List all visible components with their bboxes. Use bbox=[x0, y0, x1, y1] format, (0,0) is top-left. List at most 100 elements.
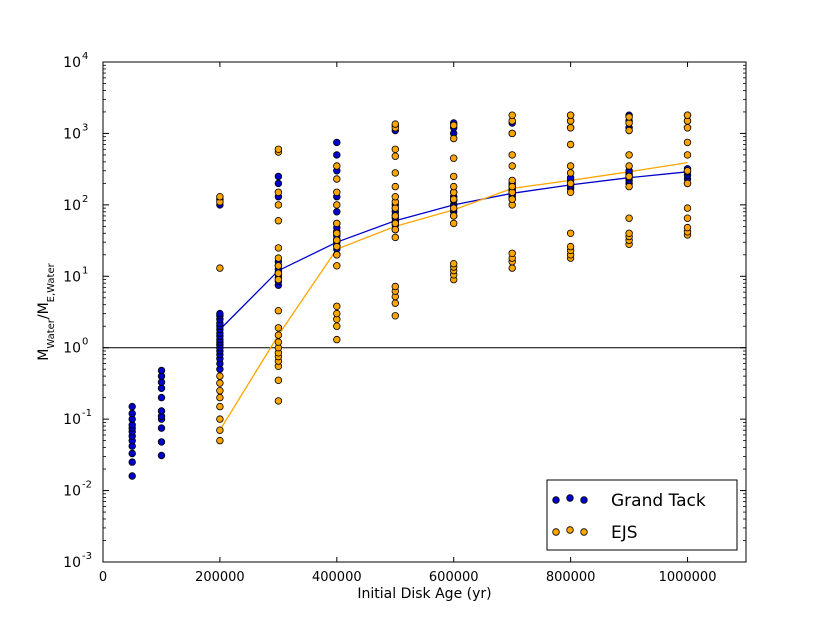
data-point bbox=[683, 124, 692, 132]
legend-marker bbox=[552, 528, 560, 536]
data-point bbox=[625, 172, 633, 181]
data-point bbox=[333, 262, 341, 270]
data-point bbox=[508, 195, 516, 203]
plot-area bbox=[103, 111, 746, 480]
data-point bbox=[625, 151, 633, 159]
data-point bbox=[333, 219, 341, 228]
data-point bbox=[566, 140, 575, 149]
y-tick-label: 10 bbox=[63, 341, 81, 357]
data-point bbox=[216, 436, 224, 445]
data-point bbox=[625, 182, 633, 191]
data-point bbox=[157, 393, 166, 402]
data-point bbox=[157, 438, 166, 446]
data-points bbox=[128, 111, 692, 480]
data-point bbox=[508, 182, 516, 191]
x-tick-label: 200000 bbox=[195, 570, 245, 585]
data-point bbox=[333, 335, 341, 344]
legend-box bbox=[546, 479, 738, 551]
data-point bbox=[333, 175, 341, 183]
data-point bbox=[274, 244, 283, 252]
data-point bbox=[333, 322, 341, 330]
data-point bbox=[625, 162, 633, 170]
data-point bbox=[333, 138, 341, 147]
data-point bbox=[450, 121, 458, 129]
x-axis-label: Initial Disk Age (yr) bbox=[357, 586, 491, 602]
y-tick-exponent: 2 bbox=[82, 194, 88, 205]
data-point bbox=[216, 402, 224, 411]
data-point bbox=[683, 214, 692, 222]
data-point bbox=[216, 372, 224, 380]
y-tick-exponent: 3 bbox=[82, 122, 88, 133]
series-points-ejs bbox=[216, 111, 692, 445]
data-point bbox=[216, 379, 224, 387]
y-tick-label: 10 bbox=[63, 126, 81, 142]
data-point bbox=[274, 275, 283, 284]
data-point bbox=[274, 216, 283, 225]
data-point bbox=[274, 324, 283, 332]
data-point bbox=[333, 302, 341, 310]
data-point bbox=[508, 249, 516, 257]
data-point bbox=[274, 262, 283, 270]
plot-frame bbox=[102, 61, 747, 563]
data-point bbox=[391, 169, 399, 177]
legend-label: EJS bbox=[611, 523, 638, 543]
data-point bbox=[508, 151, 516, 159]
data-point bbox=[391, 219, 399, 228]
data-point bbox=[450, 219, 458, 228]
data-point bbox=[333, 201, 341, 209]
data-point bbox=[128, 409, 136, 418]
data-point bbox=[333, 162, 341, 170]
y-tick-exponent: 1 bbox=[82, 265, 88, 276]
y-axis-label-main: M bbox=[36, 349, 52, 361]
data-point bbox=[450, 195, 458, 203]
y-tick-label: 10 bbox=[63, 55, 81, 71]
data-point bbox=[216, 387, 224, 395]
data-point bbox=[157, 366, 166, 375]
data-point bbox=[274, 376, 283, 384]
data-point bbox=[625, 229, 633, 237]
data-point bbox=[391, 120, 399, 128]
data-point bbox=[157, 424, 166, 432]
data-point bbox=[683, 111, 692, 119]
data-point bbox=[566, 111, 575, 119]
data-point bbox=[216, 426, 224, 434]
data-point bbox=[274, 179, 283, 188]
data-point bbox=[391, 212, 399, 220]
data-point bbox=[683, 179, 692, 188]
y-axis-label-sub-den: E,Water bbox=[46, 262, 57, 302]
data-point bbox=[274, 397, 283, 405]
data-point bbox=[683, 167, 692, 175]
data-point bbox=[128, 449, 136, 458]
x-axis-ticks: 0 200000 400000 600000 800000 1000000 bbox=[99, 62, 716, 585]
y-tick-exponent: -2 bbox=[82, 480, 92, 491]
data-point bbox=[274, 269, 283, 277]
data-point bbox=[216, 309, 224, 318]
data-point bbox=[274, 172, 283, 181]
data-point bbox=[333, 229, 341, 237]
data-point bbox=[274, 331, 283, 339]
data-point bbox=[508, 129, 516, 138]
data-point bbox=[333, 151, 341, 159]
legend-marker bbox=[580, 496, 588, 504]
data-point bbox=[450, 182, 458, 191]
y-tick-exponent: -1 bbox=[82, 408, 92, 419]
y-tick-label: 10 bbox=[63, 484, 81, 500]
data-point bbox=[128, 402, 136, 411]
y-tick-label: 10 bbox=[63, 198, 81, 214]
y-tick-exponent: 0 bbox=[82, 337, 88, 348]
data-point bbox=[333, 188, 341, 196]
data-point bbox=[391, 312, 399, 320]
data-point bbox=[508, 264, 516, 272]
y-axis-label-sep: /M bbox=[36, 302, 52, 319]
data-point bbox=[157, 384, 166, 392]
data-point bbox=[391, 152, 399, 160]
data-point bbox=[566, 188, 575, 196]
data-point bbox=[625, 214, 633, 222]
data-point bbox=[625, 113, 633, 121]
data-point bbox=[566, 162, 575, 170]
data-point bbox=[683, 138, 692, 147]
data-point bbox=[274, 338, 283, 346]
data-point bbox=[391, 233, 399, 242]
